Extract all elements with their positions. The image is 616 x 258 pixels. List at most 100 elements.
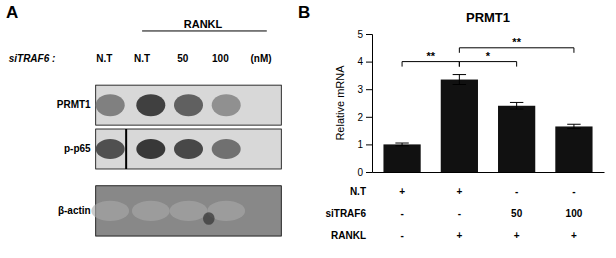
y-tick: 2 xyxy=(357,112,372,123)
significance-label: ** xyxy=(426,50,435,62)
column-label: 50 xyxy=(177,53,189,64)
tick-label: 2 xyxy=(357,112,363,123)
error-bar-cap xyxy=(567,124,580,125)
blot-row-label: PRMT1 xyxy=(57,99,91,110)
table-cell: - xyxy=(458,208,461,219)
y-tick: 5 xyxy=(357,29,372,40)
error-bar-cap xyxy=(567,128,580,129)
panel-a: ARANKLsiTRAF6 :N.TN.T50100(nM)PRMT1p-p65… xyxy=(6,3,281,236)
y-axis: 0 1 2 3 4 5 xyxy=(357,29,372,178)
blot-band xyxy=(212,94,241,116)
y-axis-title: Relative mRNA xyxy=(334,65,346,141)
tick-mark xyxy=(366,62,372,63)
error-bar-stem xyxy=(573,124,574,128)
blot-box xyxy=(96,85,282,125)
blot-band xyxy=(96,94,125,116)
blot-band xyxy=(136,94,165,116)
blot-band xyxy=(96,139,125,159)
significance-label: ** xyxy=(512,36,521,48)
chart-container: ARANKLsiTRAF6 :N.TN.T50100(nM)PRMT1p-p65… xyxy=(0,0,616,258)
blot-band xyxy=(170,201,208,221)
bracket-line xyxy=(459,62,516,67)
bracket-line xyxy=(402,62,459,67)
table-cell: + xyxy=(571,230,577,241)
error-bar-cap xyxy=(453,74,466,75)
figure: ARANKLsiTRAF6 :N.TN.T50100(nM)PRMT1p-p65… xyxy=(0,0,616,258)
table-cell: - xyxy=(515,186,518,197)
bar xyxy=(383,144,420,172)
bar xyxy=(441,80,478,172)
column-label: (nM) xyxy=(250,53,271,64)
tick-label: 1 xyxy=(357,139,363,150)
table-row-label: N.T xyxy=(350,186,366,197)
blot-band xyxy=(174,94,203,116)
bar xyxy=(555,126,592,172)
blot-box xyxy=(96,129,282,169)
table-cell: 100 xyxy=(566,208,583,219)
plot-marks xyxy=(383,75,592,172)
table-cell: - xyxy=(400,208,403,219)
table-row-label: siTRAF6 xyxy=(325,208,366,219)
error-bar-cap xyxy=(395,145,408,146)
table-cell: + xyxy=(456,230,462,241)
blot-row xyxy=(96,85,282,125)
table-cell: 50 xyxy=(511,208,523,219)
y-tick: 4 xyxy=(357,56,372,67)
error-bar-cap xyxy=(510,109,523,110)
header-label: RANKL xyxy=(184,18,223,30)
table-cell: + xyxy=(399,186,405,197)
axis-line xyxy=(366,35,373,173)
row-prefix: siTRAF6 : xyxy=(9,53,56,64)
blot-divider xyxy=(125,129,127,169)
y-tick: 1 xyxy=(357,139,372,150)
error-bar xyxy=(567,124,580,128)
significance-bracket: ** xyxy=(459,36,574,53)
bracket-line xyxy=(459,48,574,53)
tick-mark xyxy=(366,34,372,35)
blot-band xyxy=(91,201,129,221)
header-line xyxy=(142,30,267,31)
column-label: N.T xyxy=(134,53,150,64)
blot-row xyxy=(91,186,281,236)
blot-band xyxy=(212,139,241,159)
error-bar xyxy=(453,75,466,85)
blot-spot xyxy=(203,212,215,225)
error-bar-cap xyxy=(395,143,408,144)
tick-label: 5 xyxy=(357,29,363,40)
significance-label: * xyxy=(486,50,491,62)
error-bar-stem xyxy=(516,102,517,109)
bar xyxy=(498,106,535,172)
tick-label: 3 xyxy=(357,84,363,95)
chart-title: PRMT1 xyxy=(466,10,510,25)
error-bar-stem xyxy=(459,75,460,85)
column-label: N.T xyxy=(96,53,112,64)
blot-band xyxy=(132,201,170,221)
panel-b: BPRMT1012345Relative mRNA*****N.T++--siT… xyxy=(298,3,605,241)
tick-mark xyxy=(366,117,372,118)
blot-row xyxy=(96,129,282,169)
table-cell: - xyxy=(572,186,575,197)
column-label: 100 xyxy=(212,53,229,64)
tick-mark xyxy=(366,89,372,90)
tick-label: 0 xyxy=(357,167,363,178)
blot-band xyxy=(136,139,165,159)
panel-label: B xyxy=(298,3,310,22)
error-bar-cap xyxy=(453,84,466,85)
error-bar-cap xyxy=(510,102,523,103)
significance-bracket: ** xyxy=(402,50,459,67)
table-row-label: RANKL xyxy=(331,230,366,241)
significance-bracket: * xyxy=(459,50,516,67)
tick-mark xyxy=(366,172,372,173)
table-cell: + xyxy=(514,230,520,241)
blot-row-label: β-actin xyxy=(58,205,91,216)
table-cell: + xyxy=(456,186,462,197)
y-tick: 0 xyxy=(357,167,372,178)
tick-label: 4 xyxy=(357,56,363,67)
blot-band xyxy=(174,139,203,159)
panel-label: A xyxy=(6,3,18,22)
tick-mark xyxy=(366,144,372,145)
annotations: ***** xyxy=(402,36,574,67)
table-cell: - xyxy=(400,230,403,241)
y-tick: 3 xyxy=(357,84,372,95)
condition-table: N.T + + - - siTRAF6 - - 50 100 RANKL - + + + xyxy=(325,186,582,241)
